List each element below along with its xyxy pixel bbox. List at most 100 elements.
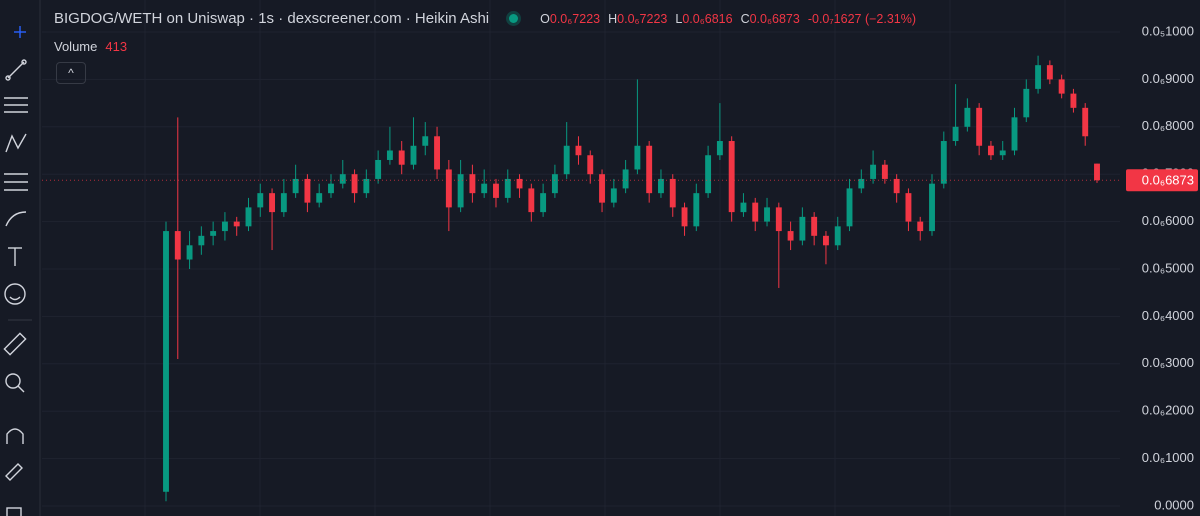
candle-body [658,178,664,194]
text-tool[interactable] [8,247,22,266]
brush-tool[interactable] [5,211,27,227]
candle-body [528,188,535,213]
ohlc-key: O [540,11,550,26]
candle-body [210,231,217,236]
candle-body [233,221,240,227]
candle-body [681,207,688,227]
y-tick-label: 0.0₅1000 [1142,23,1194,38]
candle-body [940,141,947,184]
candle-body [728,141,735,213]
candle-body [540,193,547,213]
candle-body [799,216,806,241]
candle-body [1094,163,1100,181]
toolbar [3,26,32,516]
candle-body [186,245,193,260]
crosshair-tool[interactable] [14,26,26,38]
y-tick-label: 0.0₆8000 [1142,118,1194,133]
candle-body [846,188,853,227]
chart-header: BIGDOG/WETH on Uniswap · 1s · dexscreene… [54,10,916,27]
forecast-tool[interactable] [4,173,28,191]
candle-body [752,202,759,222]
candle-body [1023,88,1030,118]
candle-body [575,145,582,156]
y-tick-label: 0.0₆5000 [1142,260,1194,275]
candle-body [1011,117,1018,151]
collapse-button[interactable]: ^ [56,62,86,84]
candle-body [964,107,971,127]
candle-body [881,164,888,179]
candle-body [398,150,405,165]
candle-body [304,178,311,203]
y-tick-label: 0.0₆9000 [1142,71,1194,86]
candle-body [987,145,994,156]
candle-body [386,150,393,160]
ohlc-value: 0.0₆6873 [749,11,800,26]
candle-body [787,231,794,241]
candle-body [504,178,511,198]
candle-body [917,221,924,232]
candle-body [893,178,900,194]
candle-body [551,174,558,194]
candle-body [775,207,782,232]
candle-body [257,193,264,208]
candle-body [163,231,169,492]
candle-body [811,216,818,236]
candle-body [351,174,358,194]
ohlc-value: 0.0₆7223 [617,11,668,26]
ohlc-item: C0.0₆6873 [741,12,800,26]
chart-title: BIGDOG/WETH on Uniswap · 1s · dexscreene… [54,10,490,27]
ohlc-legend: O0.0₆7223 H0.0₆7223 L0.0₆6816 C0.0₆6873 [540,12,800,26]
candle-body [469,174,476,194]
candle-body [481,183,488,194]
volume-label: Volume [54,39,98,54]
magnet-tool[interactable] [6,428,24,444]
zoom-tool[interactable] [5,373,25,393]
ohlc-value: 0.0₆7223 [549,11,601,26]
candle-body [858,178,865,189]
trendline-tool[interactable] [5,59,27,81]
candle-body [587,155,594,175]
ohlc-value: 0.0₆6816 [682,11,733,26]
y-tick-label: 0.0₆4000 [1142,308,1194,323]
candle-body [599,174,605,203]
candle-body [693,193,700,227]
candle-body [870,164,877,179]
candle-body [174,231,181,260]
candle-body [493,183,499,198]
candle-body [823,235,829,246]
candle-body [1046,65,1053,80]
y-tick-label: 0.0₆6000 [1142,213,1194,228]
measure-tool[interactable] [3,332,27,356]
volume-legend: Volume 413 [54,39,127,54]
candle-body [375,159,382,179]
ohlc-item: O0.0₆7223 [540,12,600,26]
ohlc-key: L [675,11,683,26]
candle-body [976,107,983,146]
candle-body [705,155,712,194]
ohlc-key: C [740,11,750,26]
candle-body [905,193,912,222]
y-tick-label: 0.0000 [1154,497,1194,512]
status-dot [509,14,519,23]
ohlc-item: H0.0₆7223 [608,12,667,26]
candle-body [1082,107,1089,137]
lock-draw-tool[interactable] [5,463,23,481]
volume-value: 413 [105,39,128,54]
candle-body [328,183,334,194]
candle-body [622,169,629,189]
candle-body [516,178,523,189]
last-price-box [1126,169,1198,192]
candle-body [952,126,959,142]
lock-tool[interactable] [6,507,22,516]
pattern-tool[interactable] [5,133,27,153]
candle-body [198,235,205,246]
candle-body [1035,65,1042,89]
fib-tool[interactable] [4,97,28,113]
price-change: -0.0₇1627 (−2.31%) [807,11,917,26]
candle-body [280,193,287,213]
candle-body [445,169,452,208]
emoji-tool[interactable] [4,283,26,305]
